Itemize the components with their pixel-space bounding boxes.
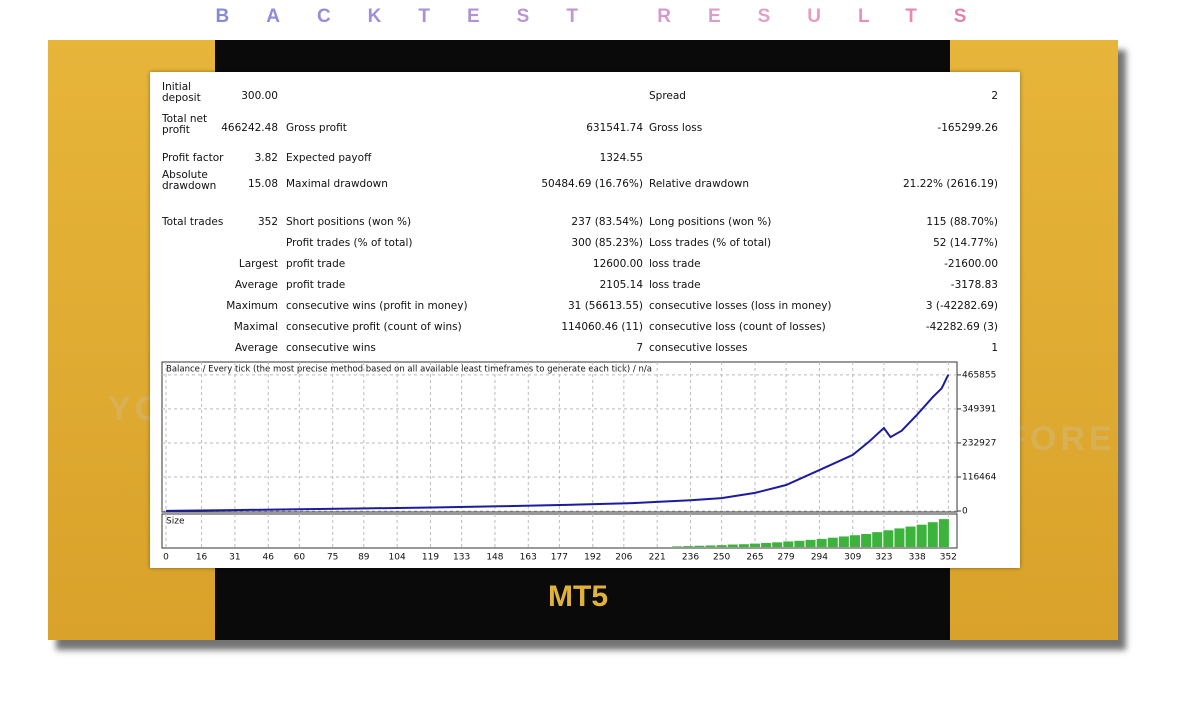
table-cell: profit trade (286, 258, 346, 270)
table-cell: consecutive losses (649, 342, 748, 354)
report-panel: Initial deposit 300.00 Spread 2 Total net pr… (150, 72, 1020, 568)
table-cell: 12600.00 (592, 258, 643, 270)
table-cell: 1324.55 (599, 152, 643, 164)
table-cell: Largest (238, 258, 278, 270)
table-cell: Expected payoff (286, 152, 372, 164)
table-cell: consecutive loss (count of losses) (649, 321, 826, 333)
table-cell: loss trade (649, 279, 701, 291)
table-cell: 2105.14 (599, 279, 643, 291)
table-cell: profit trade (286, 279, 346, 291)
table-cell: 237 (83.54%) (571, 216, 643, 228)
table-cell: Profit factor (162, 152, 224, 164)
table-cell: Initial deposit (162, 81, 201, 104)
table-cell: consecutive losses (loss in money) (649, 300, 832, 312)
logo: MT5 (548, 580, 608, 613)
table-cell: Relative drawdown (649, 178, 750, 190)
table-cell: 3.82 (254, 152, 278, 164)
table-cell: 352 (257, 216, 278, 228)
table-cell: consecutive wins (profit in money) (286, 300, 468, 312)
table-cell: 3 (-42282.69) (925, 300, 998, 312)
table-cell: 50484.69 (16.76%) (541, 178, 643, 190)
table-cell: 2 (991, 90, 998, 102)
table-cell: 300 (85.23%) (571, 237, 643, 249)
table-cell: Spread (649, 90, 686, 102)
table-cell: 466242.48 (221, 122, 278, 134)
table-cell: consecutive wins (286, 342, 376, 354)
table-cell: Gross loss (649, 122, 703, 134)
table-cell: Absolute drawdown (162, 169, 217, 192)
table-cell: 52 (14.77%) (933, 237, 998, 249)
table-cell: 114060.46 (11) (561, 321, 643, 333)
table-cell: Maximum (226, 300, 278, 312)
table-cell: Short positions (won %) (286, 216, 412, 228)
table-cell: 7 (636, 342, 643, 354)
table-cell: Average (234, 279, 278, 291)
table-cell: -42282.69 (3) (925, 321, 998, 333)
table-cell: 115 (88.70%) (926, 216, 998, 228)
table-cell: 31 (56613.55) (568, 300, 643, 312)
table-cell: 631541.74 (586, 122, 643, 134)
table-cell: Maximal drawdown (286, 178, 388, 190)
table-cell: -165299.26 (937, 122, 998, 134)
table-cell: -3178.83 (950, 279, 998, 291)
table-cell: Total net profit (162, 113, 208, 136)
table-cell: Average (234, 342, 278, 354)
table-cell: Long positions (won %) (649, 216, 772, 228)
table-cell: consecutive profit (count of wins) (286, 321, 462, 333)
table-cell: 1 (991, 342, 998, 354)
table-cell: Loss trades (% of total) (649, 237, 772, 249)
table-cell: -21600.00 (944, 258, 998, 270)
table-cell: Total trades (162, 216, 224, 228)
table-cell: Gross profit (286, 122, 347, 134)
table-cell: Profit trades (% of total) (286, 237, 413, 249)
table-cell: 21.22% (2616.19) (903, 178, 998, 190)
table-cell: loss trade (649, 258, 701, 270)
table-cell: Maximal (233, 321, 278, 333)
table-cell: 300.00 (241, 90, 278, 102)
table-cell: 15.08 (247, 178, 278, 190)
page-title: BACKTEST RESULTS (0, 6, 1182, 28)
